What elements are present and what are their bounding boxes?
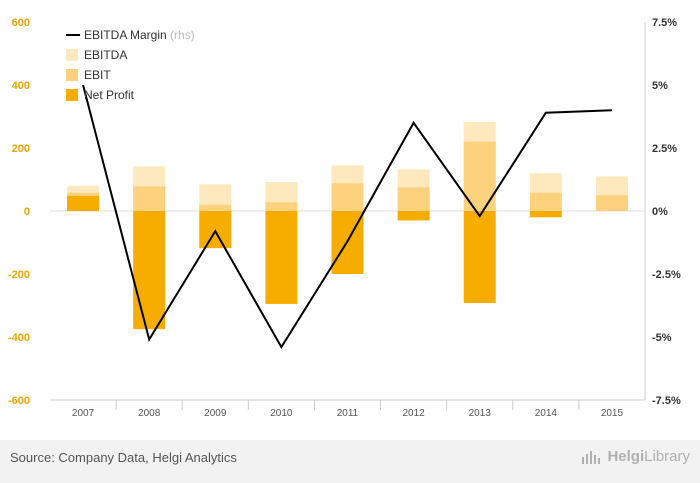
bar-net-profit: [529, 211, 562, 218]
bar-ebit: [199, 204, 232, 211]
legend-label-net-profit: Net Profit: [84, 88, 135, 102]
bar-net-profit: [397, 211, 430, 221]
brand-suffix: Library: [644, 448, 690, 465]
bar-ebit: [397, 187, 430, 211]
y-tick-label: -200: [8, 269, 30, 281]
x-tick-label: 2007: [72, 408, 95, 419]
chart-area: -600 -400 -200 0 200 400 600 -7.5% -5% -2.5% 0% 2.5…: [8, 17, 681, 419]
y2-tick-label: 0%: [652, 206, 668, 218]
x-tick-label: 2012: [402, 408, 425, 419]
legend-symbol-ebitda: [66, 49, 78, 61]
bar-net-profit: [133, 211, 166, 330]
bar-net-profit: [67, 195, 100, 211]
y2-tick-label: 2.5%: [652, 143, 677, 155]
y-tick-label: 600: [12, 17, 30, 29]
x-tick-label: 2014: [535, 408, 558, 419]
bar-ebit: [133, 186, 166, 211]
y-tick-label: -600: [8, 395, 30, 407]
bar-ebit: [265, 202, 298, 211]
legend-symbol-net-profit: [66, 89, 78, 101]
brand-name: Helgi: [607, 448, 645, 465]
legend-note: (rhs): [167, 28, 195, 42]
x-tick-label: 2015: [601, 408, 624, 419]
y-tick-label: 200: [12, 143, 30, 155]
x-tick-label: 2009: [204, 408, 227, 419]
y2-tick-label: -7.5%: [652, 395, 681, 407]
brand-logo: Helgi Library: [581, 448, 690, 465]
y2-tick-label: -2.5%: [652, 269, 681, 281]
x-tick-label: 2010: [270, 408, 293, 419]
source-text: Source: Company Data, Helgi Analytics: [10, 450, 237, 465]
x-tick-label: 2008: [138, 408, 161, 419]
legend-symbol-ebit: [66, 69, 78, 81]
bar-net-profit: [463, 211, 496, 303]
x-tick-label: 2011: [337, 408, 359, 419]
x-tick-label: 2013: [469, 408, 492, 419]
y-tick-label: 400: [12, 80, 30, 92]
bar-ebit: [529, 192, 562, 211]
combo-chart: -600 -400 -200 0 200 400 600 -7.5% -5% -2.5% 0% 2.5…: [8, 17, 681, 419]
bar-ebit: [595, 195, 628, 211]
y2-tick-label: 5%: [652, 80, 668, 92]
bar-ebit: [331, 183, 364, 211]
bar-net-profit: [265, 211, 298, 304]
helgi-library-logo-icon: [582, 450, 601, 464]
legend-label-ebit: EBIT: [84, 68, 111, 82]
y-tick-label: 0: [24, 206, 30, 218]
footer: Source: Company Data, Helgi Analytics He…: [0, 440, 700, 483]
y2-tick-label: 7.5%: [652, 17, 677, 29]
y2-tick-label: -5%: [652, 332, 672, 344]
legend-label-ebitda: EBITDA: [84, 48, 127, 62]
y-tick-label: -400: [8, 332, 30, 344]
legend-label-ebitda-margin: EBITDA Margin (rhs): [84, 28, 195, 42]
